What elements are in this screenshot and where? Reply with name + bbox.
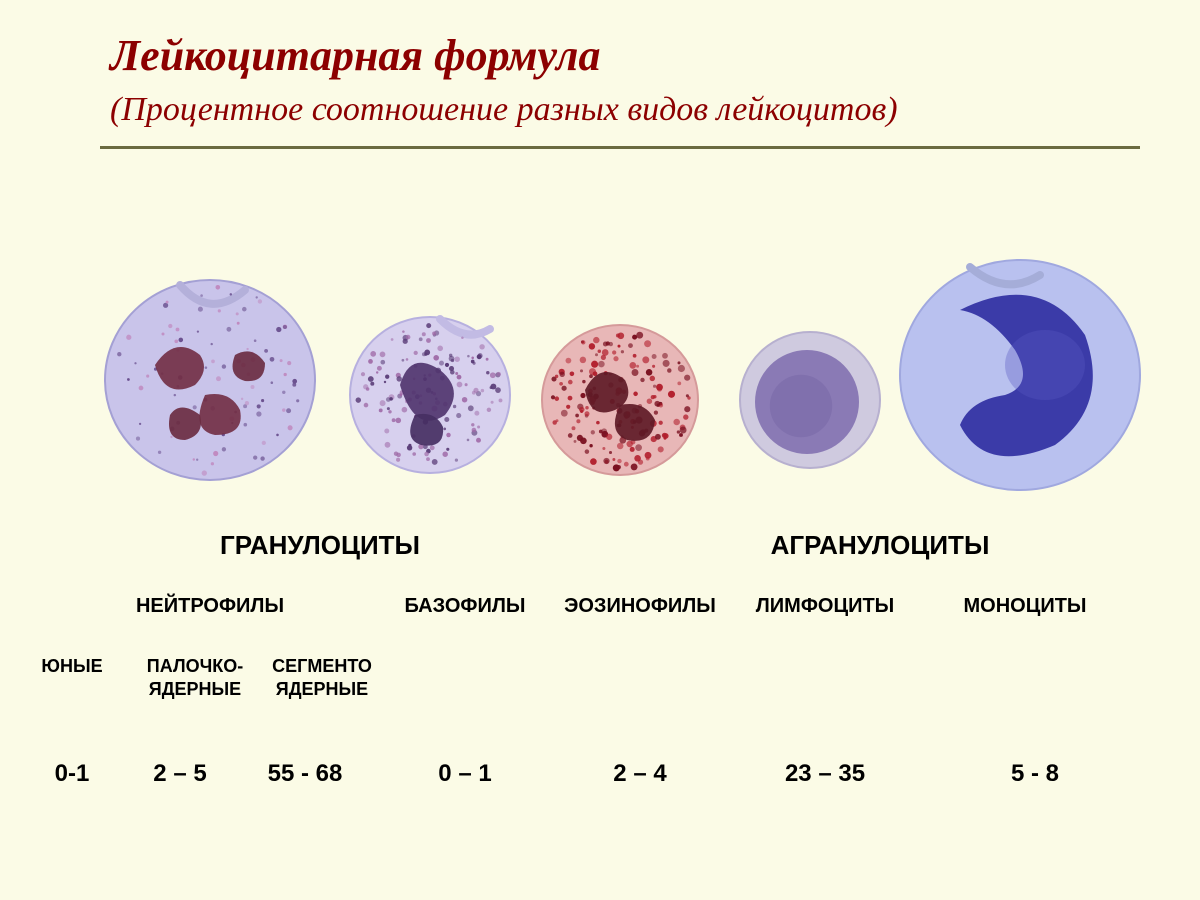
neut-sub-item: СЕГМЕНТОЯДЕРНЫЕ xyxy=(272,655,372,702)
cell-eosinophil xyxy=(532,315,708,490)
type-labels-item: БАЗОФИЛЫ xyxy=(405,595,526,618)
neut-sub-item: ПАЛОЧКО-ЯДЕРНЫЕ xyxy=(147,655,243,702)
values-item: 23 – 35 xyxy=(785,760,865,788)
slide: Лейкоцитарная формула (Процентное соотно… xyxy=(0,0,1200,900)
cell-monocyte xyxy=(890,250,1150,505)
type-labels-item: НЕЙТРОФИЛЫ xyxy=(136,595,284,618)
cell-neutrophil xyxy=(95,270,325,495)
type-labels-item: МОНОЦИТЫ xyxy=(964,595,1087,618)
cell-lymphocyte xyxy=(730,322,890,483)
values-item: 55 - 68 xyxy=(268,760,343,788)
group-labels-item: ГРАНУЛОЦИТЫ xyxy=(220,530,420,561)
values-item: 2 – 4 xyxy=(613,760,666,788)
main-title: Лейкоцитарная формула xyxy=(110,30,1140,81)
title-block: Лейкоцитарная формула (Процентное соотно… xyxy=(110,30,1140,132)
values-item: 0-1 xyxy=(55,760,90,788)
cell-basophil xyxy=(340,307,520,488)
type-labels-item: ЭОЗИНОФИЛЫ xyxy=(564,595,716,618)
neut-sub-item: ЮНЫЕ xyxy=(41,655,102,678)
subtitle: (Процентное соотношение разных видов лей… xyxy=(110,89,1140,132)
values-item: 5 - 8 xyxy=(1011,760,1059,788)
type-labels-item: ЛИМФОЦИТЫ xyxy=(756,595,894,618)
values-item: 0 – 1 xyxy=(438,760,491,788)
values-item: 2 – 5 xyxy=(153,760,206,788)
group-labels-item: АГРАНУЛОЦИТЫ xyxy=(771,530,990,561)
divider xyxy=(100,146,1140,149)
